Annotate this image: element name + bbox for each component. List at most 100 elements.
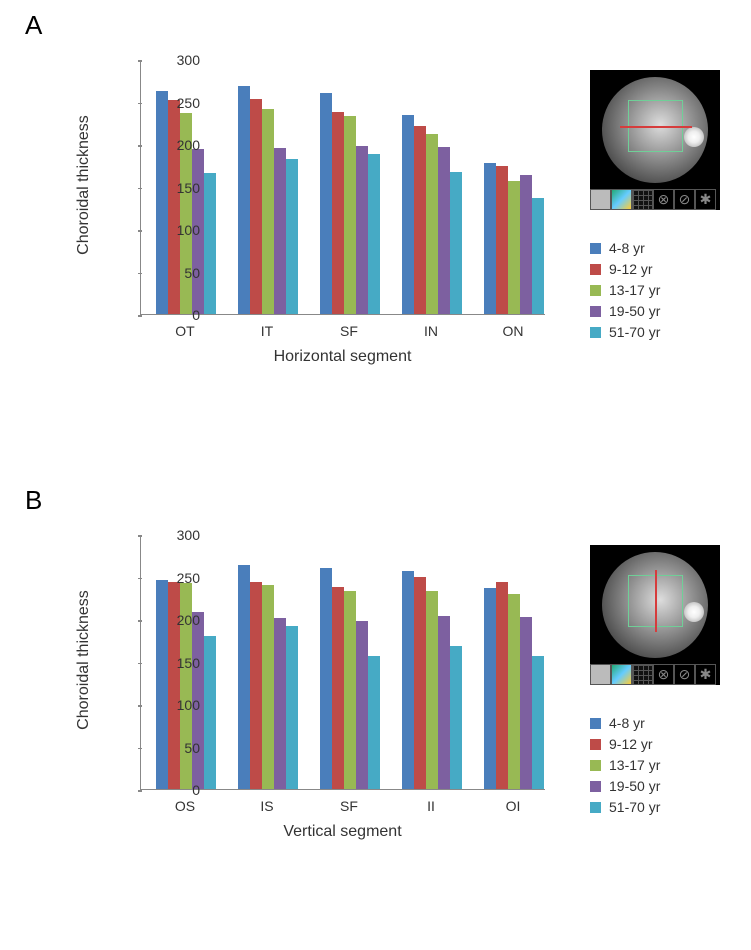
y-tick-label: 0 [160, 307, 200, 323]
legend-swatch [590, 327, 601, 338]
y-tick-label: 250 [160, 570, 200, 586]
bar [344, 591, 356, 789]
legend-swatch [590, 285, 601, 296]
bar [332, 587, 344, 789]
thumb-tile [590, 664, 611, 685]
bar [274, 148, 286, 314]
bar [426, 591, 438, 789]
chart-area: Choroidal thickness050100150200250300OSI… [85, 530, 560, 860]
bar [204, 173, 216, 314]
bar [238, 86, 250, 314]
thumb-toolbar: ⊗⊘✱ [590, 188, 720, 210]
thumb-icon: ⊘ [674, 664, 695, 685]
x-tick-label: IN [424, 323, 438, 339]
bar [450, 172, 462, 314]
legend-label: 51-70 yr [609, 324, 660, 340]
legend-label: 4-8 yr [609, 240, 645, 256]
legend: 4-8 yr9-12 yr13-17 yr19-50 yr51-70 yr [590, 710, 740, 820]
bar [368, 154, 380, 314]
y-tick-mark [138, 705, 142, 707]
thumb-icon: ⊘ [674, 189, 695, 210]
bar [262, 585, 274, 789]
bar [286, 159, 298, 314]
x-tick-label: II [427, 798, 435, 814]
bar [368, 656, 380, 789]
bar [496, 166, 508, 314]
y-axis-label: Choroidal thickness [75, 590, 93, 730]
y-tick-mark [138, 230, 142, 232]
x-tick-label: OS [175, 798, 195, 814]
y-tick-label: 200 [160, 137, 200, 153]
thumb-icon: ✱ [695, 664, 716, 685]
panel-a: AChoroidal thickness050100150200250300OT… [25, 10, 725, 470]
bar [262, 109, 274, 314]
legend-label: 13-17 yr [609, 757, 660, 773]
y-tick-mark [138, 535, 142, 537]
panel-b: BChoroidal thickness050100150200250300OS… [25, 485, 725, 945]
thumb-tile [611, 664, 632, 685]
legend-item: 51-70 yr [590, 799, 740, 815]
legend-item: 51-70 yr [590, 324, 740, 340]
bar [532, 656, 544, 789]
bar [356, 146, 368, 314]
x-tick-label: OT [175, 323, 194, 339]
scan-line [620, 126, 692, 128]
bar [356, 621, 368, 789]
x-axis-label: Horizontal segment [140, 348, 545, 366]
bar [168, 100, 180, 314]
bar [274, 618, 286, 789]
y-tick-label: 250 [160, 95, 200, 111]
plot-region [140, 535, 545, 790]
bar [426, 134, 438, 314]
y-tick-mark [138, 748, 142, 750]
legend-item: 9-12 yr [590, 736, 740, 752]
legend-item: 4-8 yr [590, 715, 740, 731]
legend-item: 4-8 yr [590, 240, 740, 256]
x-tick-label: SF [340, 323, 358, 339]
legend-label: 13-17 yr [609, 282, 660, 298]
bar [414, 577, 426, 790]
thumb-tile [632, 189, 653, 210]
y-tick-label: 300 [160, 527, 200, 543]
legend-item: 13-17 yr [590, 757, 740, 773]
y-tick-label: 200 [160, 612, 200, 628]
legend-item: 13-17 yr [590, 282, 740, 298]
plot-region [140, 60, 545, 315]
bar [438, 616, 450, 789]
y-tick-mark [138, 145, 142, 147]
bar [204, 636, 216, 789]
bar [520, 175, 532, 314]
bar [508, 594, 520, 790]
y-tick-mark [138, 273, 142, 275]
x-tick-label: OI [506, 798, 521, 814]
thumb-icon: ⊗ [653, 189, 674, 210]
legend-item: 9-12 yr [590, 261, 740, 277]
bar [156, 91, 168, 314]
thumb-tile [590, 189, 611, 210]
chart-area: Choroidal thickness050100150200250300OTI… [85, 55, 560, 385]
y-tick-mark [138, 663, 142, 665]
y-axis-label: Choroidal thickness [75, 115, 93, 255]
bar [320, 93, 332, 314]
legend-label: 9-12 yr [609, 736, 653, 752]
y-tick-mark [138, 103, 142, 105]
y-tick-mark [138, 60, 142, 62]
y-tick-label: 300 [160, 52, 200, 68]
thumb-toolbar: ⊗⊘✱ [590, 663, 720, 685]
legend-label: 51-70 yr [609, 799, 660, 815]
y-tick-label: 0 [160, 782, 200, 798]
retina-thumbnail: ⊗⊘✱ [590, 70, 720, 210]
legend-swatch [590, 264, 601, 275]
thumb-tile [611, 189, 632, 210]
y-tick-label: 150 [160, 180, 200, 196]
legend-swatch [590, 760, 601, 771]
optic-nerve [684, 602, 704, 622]
thumb-icon: ⊗ [653, 664, 674, 685]
legend-swatch [590, 243, 601, 254]
legend-swatch [590, 306, 601, 317]
legend-swatch [590, 739, 601, 750]
x-axis-label: Vertical segment [140, 823, 545, 841]
bar [250, 582, 262, 789]
bar [344, 116, 356, 314]
bar [532, 198, 544, 314]
